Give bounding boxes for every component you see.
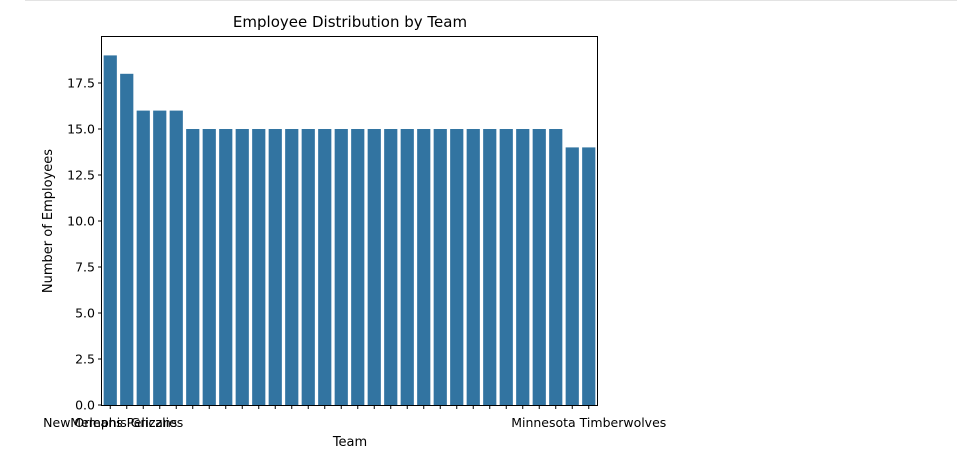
plot-frame — [101, 36, 598, 406]
bar-14 — [318, 129, 332, 405]
bar-10 — [252, 129, 266, 405]
y-ticks-group: 0.0 2.5 5.0 7.5 10.0 12.5 15.0 17.5 — [67, 76, 102, 413]
bars-group — [103, 55, 596, 406]
y-tick-label: 15.0 — [67, 122, 95, 137]
x-axis-label: Team — [332, 435, 367, 450]
chart-title: Employee Distribution by Team — [233, 13, 467, 31]
y-tick-label: 7.5 — [75, 260, 95, 275]
bar-13 — [301, 129, 315, 405]
bar-27 — [532, 129, 546, 405]
bar-17 — [367, 129, 381, 405]
bar-8 — [219, 129, 233, 405]
bar-18 — [384, 129, 398, 405]
y-tick-label: 2.5 — [75, 352, 95, 367]
x-tick-label: Minnesota Timberwolves — [511, 415, 666, 430]
bar-12 — [285, 129, 299, 405]
bar-26 — [516, 129, 530, 405]
y-tick-label: 5.0 — [75, 306, 95, 321]
x-tick-label: New Orleans Pelicans — [43, 415, 177, 430]
y-tick-label: 12.5 — [67, 168, 95, 183]
y-tick-label: 10.0 — [67, 214, 95, 229]
bar-16 — [351, 129, 365, 405]
bar-6 — [186, 129, 200, 405]
bar-30 — [582, 147, 596, 405]
bar-11 — [268, 129, 282, 405]
bar-25 — [499, 129, 513, 405]
bar-20 — [417, 129, 431, 405]
x-tick-label: Memphis Grizzlies — [70, 415, 183, 430]
y-axis-label: Number of Employees — [41, 149, 56, 293]
bar-3 — [136, 110, 150, 405]
bar-23 — [466, 129, 480, 405]
bar-24 — [483, 129, 497, 405]
bar-9 — [235, 129, 249, 405]
bar-4 — [153, 110, 167, 405]
y-tick-label: 0.0 — [75, 398, 95, 413]
bar-2 — [120, 73, 134, 406]
bar-21 — [433, 129, 447, 405]
bar-15 — [334, 129, 348, 405]
bar-22 — [450, 129, 464, 405]
bar-28 — [549, 129, 563, 405]
bar-1 — [103, 55, 117, 406]
bar-5 — [169, 110, 183, 405]
bar-19 — [400, 129, 414, 405]
bar-7 — [202, 129, 216, 405]
bar-29 — [565, 147, 579, 405]
y-tick-label: 17.5 — [67, 76, 95, 91]
top-divider — [25, 0, 957, 1]
